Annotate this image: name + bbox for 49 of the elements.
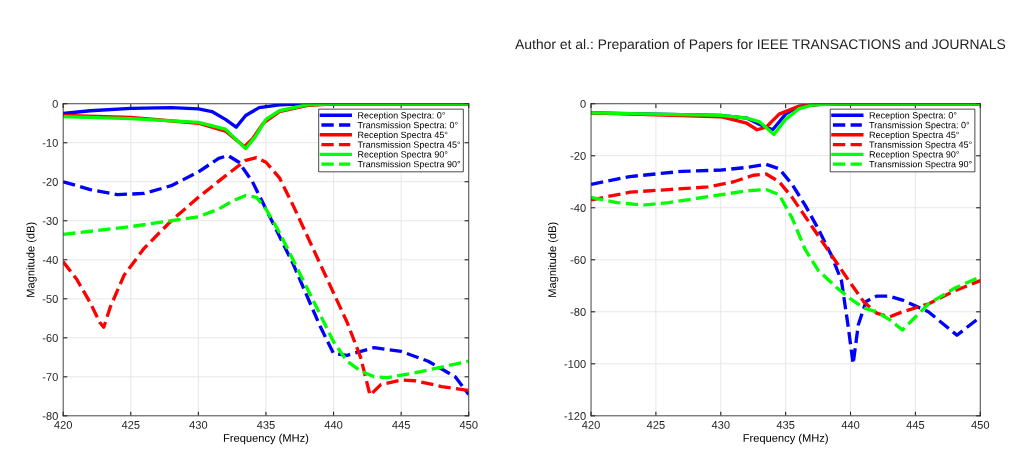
legend-label: Reception Spectra: 0° — [358, 111, 445, 121]
y-tick-label: -40 — [570, 204, 586, 212]
legend-label: Reception Spectra 90° — [869, 150, 959, 160]
x-tick-label: 430 — [711, 420, 730, 429]
x-tick-label: 450 — [971, 420, 990, 429]
line-series — [63, 193, 469, 380]
y-tick-label: -80 — [570, 308, 586, 316]
y-tick-label: 0 — [580, 100, 586, 108]
y-tick-label: -60 — [42, 334, 58, 342]
legend-label: Transmission Spectra 90° — [357, 160, 461, 170]
y-tick-label: -20 — [42, 178, 58, 186]
legend-label: Reception Spectra 45° — [358, 131, 448, 140]
y-tick-label: -60 — [570, 256, 586, 264]
y-tick-label: -10 — [42, 139, 58, 147]
y-tick-label: -20 — [570, 152, 586, 160]
legend-label: Transmission Spectra: 0° — [357, 121, 458, 131]
y-axis-title: Magnitude (dB) — [26, 222, 37, 297]
x-tick-label: 440 — [841, 420, 860, 429]
x-tick-label: 420 — [582, 420, 600, 429]
x-tick-label: 435 — [776, 420, 795, 429]
text: Author et al.: Preparation of Papers for IEEE TRANSACTIONS and JOURNALS — [515, 38, 1006, 52]
x-tick-label: 420 — [54, 420, 73, 429]
x-tick-label: 445 — [906, 421, 925, 429]
legend-label: Reception Spectra: 0° — [869, 111, 957, 121]
y-tick-label: -120 — [564, 412, 586, 420]
y-tick-label: -70 — [42, 373, 58, 381]
legend-label: Transmission Spectra 90° — [869, 160, 972, 170]
x-tick-label: 425 — [121, 420, 140, 429]
y-tick-label: -80 — [42, 412, 58, 420]
y-tick-label: -50 — [42, 295, 58, 303]
y-tick-label: -30 — [42, 217, 58, 225]
y-tick-label: 0 — [52, 100, 58, 108]
line-series — [591, 172, 981, 319]
x-tick-label: 445 — [392, 421, 410, 429]
legend-label: Transmission Spectra 45° — [357, 141, 461, 150]
y-tick-label: -40 — [42, 256, 58, 264]
x-tick-label: 425 — [646, 420, 665, 429]
legend-label: Transmission Spectra: 0° — [869, 121, 970, 131]
legend-label: Reception Spectra 45° — [869, 131, 959, 140]
x-tick-label: 450 — [459, 420, 478, 429]
y-axis-title: Magnitude (dB) — [548, 222, 559, 297]
legend-label: Transmission Spectra 45° — [869, 141, 972, 150]
x-axis-title: Frequency (MHz) — [743, 433, 828, 445]
y-tick-label: -100 — [564, 360, 586, 368]
x-axis-title: Frequency (MHz) — [223, 433, 309, 445]
legend-label: Reception Spectra 90° — [358, 150, 448, 160]
x-tick-label: 430 — [189, 420, 208, 429]
x-tick-label: 435 — [256, 420, 275, 429]
x-tick-label: 440 — [324, 420, 343, 429]
